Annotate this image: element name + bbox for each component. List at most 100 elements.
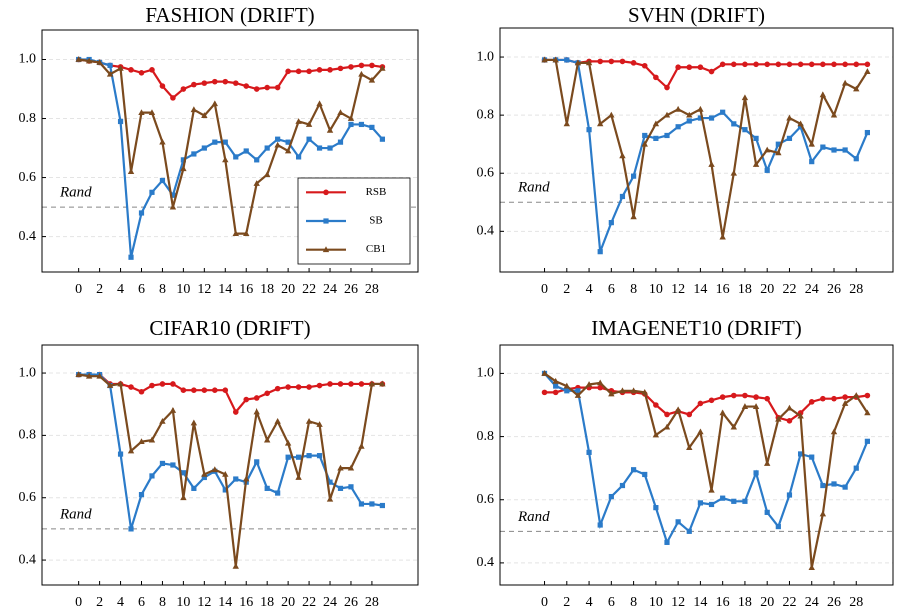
x-tick-label: 8 [159, 282, 166, 297]
marker [563, 120, 570, 127]
marker [190, 106, 198, 113]
marker [138, 438, 145, 445]
x-tick-label: 20 [760, 595, 774, 610]
marker [742, 127, 748, 133]
marker [149, 382, 155, 389]
marker [731, 121, 737, 127]
marker [222, 387, 229, 393]
marker [619, 58, 626, 65]
marker [753, 135, 759, 141]
marker [222, 156, 229, 163]
marker [653, 402, 659, 408]
marker [608, 111, 615, 118]
marker [295, 384, 302, 390]
marker [731, 498, 737, 504]
marker [596, 120, 604, 127]
marker [864, 129, 870, 136]
marker [305, 417, 313, 424]
x-tick-label: 28 [849, 282, 863, 297]
x-tick-label: 26 [344, 595, 358, 610]
x-tick-label: 4 [117, 282, 124, 297]
marker [775, 141, 781, 147]
x-tick-label: 10 [649, 595, 663, 610]
x-tick-label: 4 [586, 595, 593, 610]
x-tick-label: 4 [586, 282, 593, 297]
marker [85, 372, 93, 379]
marker [808, 140, 815, 147]
marker [608, 493, 614, 500]
marker [138, 492, 145, 498]
marker [337, 109, 344, 116]
x-tick-label: 2 [96, 282, 103, 297]
marker [201, 470, 208, 477]
marker [730, 61, 737, 68]
marker [243, 83, 250, 89]
x-tick-label: 20 [760, 282, 774, 297]
marker [831, 61, 837, 68]
x-tick-label: 14 [693, 595, 707, 610]
marker [316, 100, 323, 107]
marker [347, 464, 355, 471]
y-tick-label: 0.4 [19, 229, 37, 244]
marker [742, 392, 748, 399]
marker [853, 465, 859, 471]
marker [619, 482, 626, 489]
marker [664, 539, 670, 545]
marker [274, 84, 281, 91]
marker [619, 152, 626, 159]
marker [763, 460, 771, 466]
marker [841, 79, 849, 86]
y-tick-label: 0.8 [19, 111, 37, 126]
x-tick-label: 24 [323, 282, 337, 297]
marker [327, 145, 333, 151]
marker [264, 145, 270, 151]
x-tick-label: 10 [176, 595, 190, 610]
marker [316, 453, 323, 459]
marker [630, 387, 637, 394]
x-tick-label: 6 [138, 282, 145, 297]
marker [253, 86, 260, 92]
marker [541, 370, 548, 376]
marker [664, 411, 670, 418]
y-tick-label: 1.0 [477, 366, 495, 381]
y-tick-label: 0.8 [477, 429, 495, 444]
marker [211, 466, 219, 473]
chart-title: IMAGENET10 (DRIFT) [591, 316, 802, 340]
marker [719, 394, 726, 400]
x-tick-label: 26 [827, 595, 841, 610]
marker [274, 141, 281, 148]
marker [753, 470, 759, 476]
marker [675, 64, 681, 71]
marker [128, 67, 134, 73]
marker [730, 392, 737, 399]
marker [233, 154, 239, 160]
marker [337, 65, 344, 72]
marker [159, 177, 166, 184]
marker [85, 57, 93, 64]
marker [574, 392, 582, 398]
marker [264, 485, 270, 491]
plot-frame [41, 29, 419, 273]
marker [564, 57, 570, 63]
x-tick-label: 16 [239, 282, 253, 297]
marker [379, 136, 385, 142]
x-tick-label: 16 [716, 282, 730, 297]
x-tick-label: 24 [805, 595, 819, 610]
legend-label: RSB [366, 186, 387, 198]
marker [786, 404, 793, 411]
x-tick-label: 8 [159, 595, 166, 610]
marker [608, 390, 615, 397]
x-tick-label: 14 [218, 595, 232, 610]
marker [752, 161, 760, 167]
marker [358, 70, 365, 77]
marker [232, 562, 239, 569]
marker [663, 423, 671, 430]
marker [741, 403, 749, 409]
marker [327, 381, 333, 387]
marker [642, 471, 648, 478]
chart-title: FASHION (DRIFT) [145, 3, 314, 27]
marker [107, 62, 113, 69]
marker [306, 68, 312, 75]
marker [243, 396, 250, 403]
